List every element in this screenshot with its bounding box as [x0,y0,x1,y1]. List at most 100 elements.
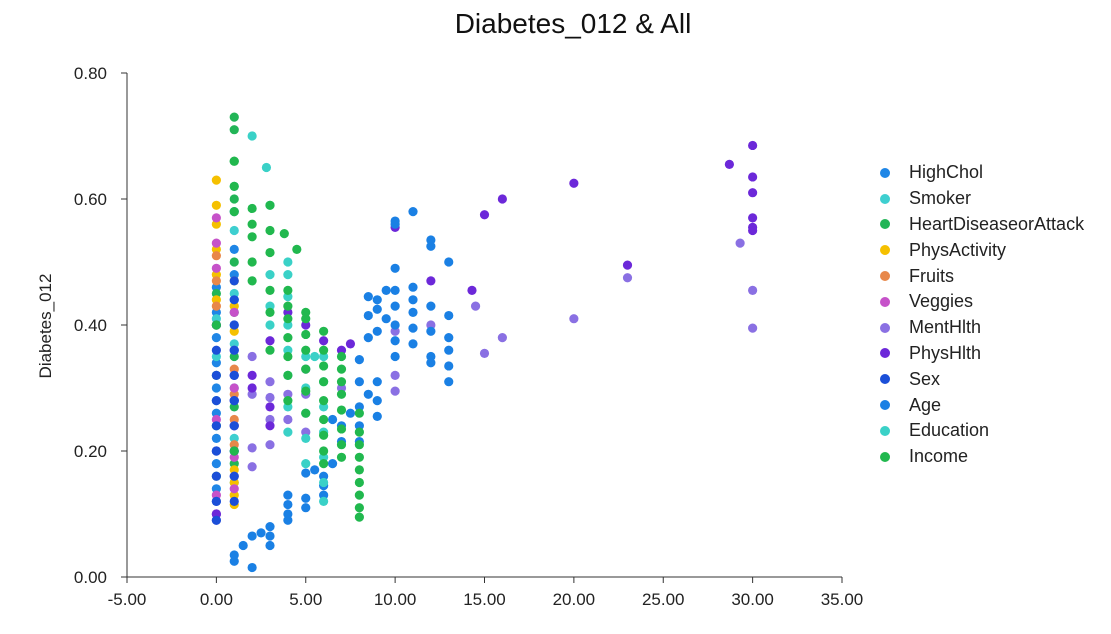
point-physhlth [426,276,436,286]
point-age [265,531,275,541]
point-sex [211,370,221,380]
legend-item-physactivity: PhysActivity [880,237,1084,263]
point-income [336,424,347,434]
point-age [283,499,293,510]
point-veggies [211,263,221,273]
point-age [354,421,364,431]
point-highchol [211,358,221,368]
point-highchol [211,433,221,443]
legend-label: MentHlth [909,317,982,338]
point-age [319,490,329,500]
point-age [310,465,320,475]
point-income [265,285,275,295]
point-income [229,446,239,456]
point-age [390,336,400,346]
point-physhlth [748,172,758,182]
point-age [444,361,454,371]
point-income [319,345,329,355]
point-sex [211,446,221,456]
point-sex [229,295,239,305]
data-points [211,112,758,573]
point-income [265,247,275,258]
point-income [265,225,275,236]
point-highchol [211,333,221,343]
point-education [261,162,272,173]
point-age [372,411,382,421]
point-age [363,292,373,302]
point-age [444,257,454,267]
point-menthlth [247,443,257,453]
point-age [327,414,338,425]
point-sex [229,471,239,481]
point-sex [229,396,239,406]
point-physhlth [301,320,311,330]
point-age [301,503,311,513]
legend-label: PhysHlth [909,342,982,363]
legend-swatch-icon [880,193,890,204]
point-physactivity [229,477,239,488]
point-veggies [211,238,221,248]
point-physhlth [211,509,221,519]
legend-swatch-icon [880,219,890,230]
point-physhlth [724,159,734,169]
point-sex [229,276,239,286]
point-physhlth [479,210,490,220]
point-menthlth [426,320,436,330]
legend-item-smoker: Smoker [880,186,1084,212]
point-income [354,477,364,488]
point-menthlth [470,301,481,311]
point-income [279,229,289,239]
point-age [229,550,239,560]
point-age [426,326,436,336]
point-education [247,131,257,141]
point-menthlth [265,440,275,450]
point-fruits [229,414,239,425]
point-income [211,320,221,330]
point-income [354,503,364,513]
legend-label: HeartDiseaseorAttack [909,213,1085,234]
axes [121,72,843,583]
point-physactivity [229,326,239,336]
point-sex [211,345,221,355]
point-income [283,396,293,406]
point-age [256,528,266,538]
point-sex [211,471,221,481]
x-tick-label: 25.00 [642,590,685,609]
point-income [319,377,329,387]
point-sex [229,320,239,330]
point-sex [229,345,239,355]
point-income [283,370,293,380]
point-education [283,320,293,330]
point-income [354,465,364,475]
point-age [408,295,418,305]
point-education [319,402,329,412]
point-menthlth [497,333,507,343]
point-education [301,433,311,443]
point-age [354,355,364,365]
point-income [319,396,329,406]
point-menthlth [390,326,400,336]
point-veggies [229,307,239,317]
point-education [301,351,311,362]
y-tick-label: 0.40 [74,316,107,335]
legend-item-age: Age [880,392,1084,418]
point-menthlth [390,370,400,380]
point-age [372,295,382,305]
point-physhlth [748,140,758,151]
point-education [283,270,293,280]
point-physhlth [265,402,275,412]
legend-item-highchol: HighChol [880,160,1084,186]
point-age [345,408,356,418]
point-age [327,459,338,469]
point-income [319,414,329,425]
point-age [390,216,400,226]
legend-item-education: Education [880,418,1084,444]
point-physhlth [622,260,633,270]
point-income [229,181,239,191]
point-menthlth [283,414,293,425]
point-income [283,314,293,324]
y-tick-label: 0.00 [74,568,107,587]
point-age [426,235,436,245]
point-income [336,405,347,415]
point-sex [211,496,221,506]
